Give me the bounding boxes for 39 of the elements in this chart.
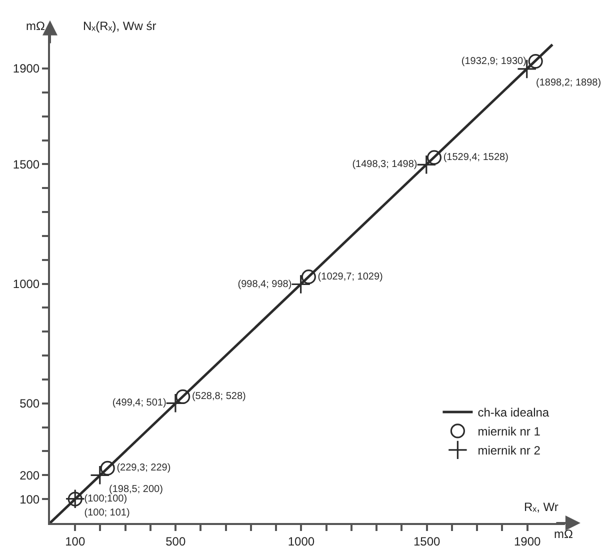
- point: [90, 465, 110, 486]
- x-tick-label: 500: [166, 534, 186, 548]
- legend-label: miernik nr 1: [478, 424, 541, 439]
- y-tick-label: 1900: [12, 62, 40, 76]
- x-axis-title: Rₓ, Wr: [524, 500, 558, 514]
- data-label: (100;100): [84, 494, 128, 505]
- x-tick-label: 100: [65, 534, 86, 548]
- y-tick-label: 500: [20, 396, 40, 411]
- data-label: (499,4; 501): [112, 398, 166, 409]
- x-tick-label: 1500: [413, 534, 440, 548]
- x-tick-label: 1900: [514, 534, 541, 548]
- y-axis-title: Nₓ(Rₓ), Ww śr: [83, 19, 156, 33]
- data-label: (100; 101): [84, 507, 130, 518]
- legend-label: ch-ka idealna: [478, 406, 550, 420]
- point: [528, 54, 543, 69]
- point: [290, 274, 311, 294]
- point: [301, 270, 316, 284]
- point: [100, 460, 115, 476]
- point: [426, 150, 442, 165]
- y-tick-label: 1500: [12, 157, 40, 172]
- data-label: (1029,7; 1029): [318, 271, 383, 282]
- data-label: (229,3; 229): [116, 462, 171, 474]
- y-tick-label: 200: [20, 468, 40, 482]
- data-label: (1898,2; 1898): [536, 78, 602, 89]
- data-label: (998,4; 998): [238, 278, 292, 290]
- data-label: (1932,9; 1930): [461, 56, 526, 67]
- data-label: (528,8; 528): [192, 391, 246, 402]
- y-tick-label: 1000: [12, 276, 40, 291]
- text: mΩ: [26, 19, 45, 33]
- x-tick-label: 1000: [288, 534, 315, 548]
- data-label: (1529,4; 1528): [443, 152, 508, 163]
- data-label: (198,5; 200): [108, 484, 163, 495]
- point: [176, 389, 190, 404]
- legend-label: miernik nr 2: [478, 444, 541, 458]
- text: mΩ: [554, 527, 573, 541]
- data-label: (1498,3; 1498): [352, 159, 418, 170]
- point: [166, 393, 186, 414]
- y-tick-label: 100: [20, 492, 40, 506]
- point: [416, 154, 436, 175]
